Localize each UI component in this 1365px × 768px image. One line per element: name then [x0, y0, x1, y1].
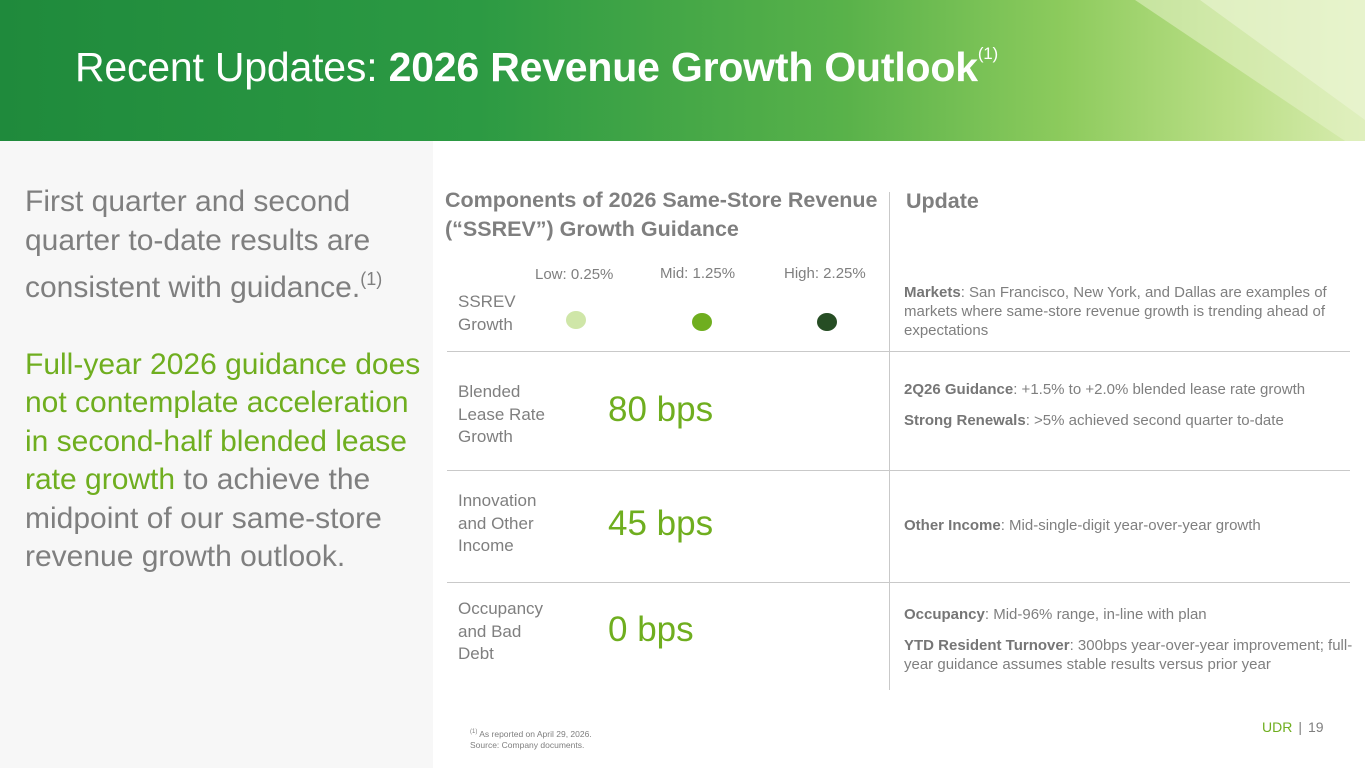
- occupancy-update-1: Occupancy: Mid-96% range, in-line with p…: [904, 605, 1354, 624]
- components-header: Components of 2026 Same-Store Revenue (“…: [445, 188, 878, 241]
- decorative-swoosh: [1135, 0, 1365, 141]
- ssrev-update: Markets: San Francisco, New York, and Da…: [904, 283, 1354, 340]
- innovation-update: Other Income: Mid-single-digit year-over…: [904, 516, 1354, 535]
- ssrev-update-text: : San Francisco, New York, and Dallas ar…: [904, 284, 1327, 339]
- title-prefix: Recent Updates:: [75, 44, 389, 90]
- innovation-income-label: Innovation and Other Income: [458, 491, 537, 555]
- page-title: Recent Updates: 2026 Revenue Growth Outl…: [75, 44, 998, 91]
- innovation-update-text: : Mid-single-digit year-over-year growth: [1000, 517, 1261, 534]
- footnote-marker: (1): [470, 729, 478, 735]
- range-low-label: Low: 0.25%: [535, 266, 614, 283]
- range-mid-label: Mid: 1.25%: [660, 265, 736, 282]
- title-footnote-marker: (1): [977, 44, 999, 63]
- summary-paragraph-1: First quarter and second quarter to-date…: [25, 185, 371, 304]
- occupancy-update-2-text: : 300bps year-over-year improvement; ful…: [904, 637, 1353, 673]
- page-number: 19: [1307, 719, 1324, 735]
- occupancy-label: Occupancy and Bad Debt: [458, 599, 544, 663]
- page-footer: UDR | 19: [1262, 719, 1324, 735]
- summary-panel: First quarter and second quarter to-date…: [0, 141, 433, 768]
- blended-lease-label: Blended Lease Rate Growth: [458, 382, 545, 446]
- title-main: 2026 Revenue Growth Outlook: [388, 44, 978, 90]
- update-header: Update: [906, 189, 979, 213]
- blended-update-2-text: : >5% achieved second quarter to-date: [1025, 412, 1284, 429]
- footer-separator: |: [1298, 719, 1302, 735]
- row-divider-2: [447, 470, 1350, 471]
- occupancy-value: 0 bps: [608, 610, 694, 649]
- innovation-income-value: 45 bps: [608, 504, 714, 543]
- occupancy-update-1-label: Occupancy: [904, 606, 985, 623]
- ssrev-update-label: Markets: [904, 284, 961, 301]
- occupancy-update-2: YTD Resident Turnover: 300bps year-over-…: [904, 636, 1354, 674]
- blended-update-2: Strong Renewals: >5% achieved second qua…: [904, 411, 1354, 430]
- source-note: Source: Company documents.: [470, 739, 585, 750]
- row-divider-3: [447, 582, 1350, 583]
- innovation-update-label: Other Income: [904, 517, 1001, 534]
- ssrev-growth-label: SSREV Growth: [458, 292, 516, 334]
- summary-footnote-marker: (1): [360, 269, 383, 289]
- mid-guidance-dot: [692, 313, 712, 331]
- header-banner: Recent Updates: 2026 Revenue Growth Outl…: [0, 0, 1365, 141]
- occupancy-update-2-label: YTD Resident Turnover: [904, 637, 1070, 654]
- footnote-text: As reported on April 29, 2026.: [477, 728, 592, 739]
- high-guidance-dot: [817, 313, 837, 331]
- column-divider: [889, 192, 890, 690]
- row-divider-1: [447, 351, 1350, 352]
- summary-text: First quarter and second quarter to-date…: [25, 183, 425, 577]
- summary-paragraph-2: to achieve the midpoint of our same-stor…: [25, 463, 382, 573]
- footnote: (1) As reported on April 29, 2026. Sourc…: [470, 727, 592, 751]
- blended-update-1: 2Q26 Guidance: +1.5% to +2.0% blended le…: [904, 380, 1354, 399]
- blended-lease-value: 80 bps: [608, 390, 714, 429]
- occupancy-update-1-text: : Mid-96% range, in-line with plan: [984, 606, 1207, 623]
- summary-highlight: Full-year 2026 guidance does not contemp…: [25, 347, 421, 497]
- brand-name: UDR: [1262, 719, 1293, 735]
- blended-update-2-label: Strong Renewals: [904, 412, 1026, 429]
- range-high-label: High: 2.25%: [784, 265, 866, 282]
- blended-update-1-text: : +1.5% to +2.0% blended lease rate grow…: [1013, 381, 1306, 398]
- low-guidance-dot: [566, 311, 586, 329]
- blended-update-1-label: 2Q26 Guidance: [904, 381, 1014, 398]
